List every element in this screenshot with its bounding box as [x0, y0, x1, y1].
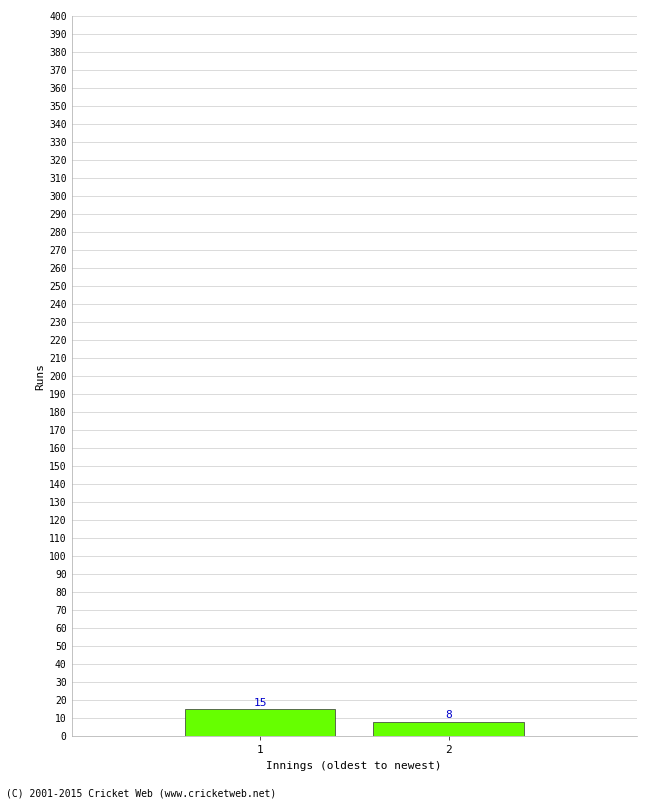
X-axis label: Innings (oldest to newest): Innings (oldest to newest): [266, 761, 442, 770]
Text: 15: 15: [254, 698, 266, 707]
Y-axis label: Runs: Runs: [35, 362, 45, 390]
Bar: [373, 722, 524, 736]
Bar: [185, 709, 335, 736]
Text: (C) 2001-2015 Cricket Web (www.cricketweb.net): (C) 2001-2015 Cricket Web (www.cricketwe…: [6, 788, 277, 798]
Text: 8: 8: [445, 710, 452, 720]
